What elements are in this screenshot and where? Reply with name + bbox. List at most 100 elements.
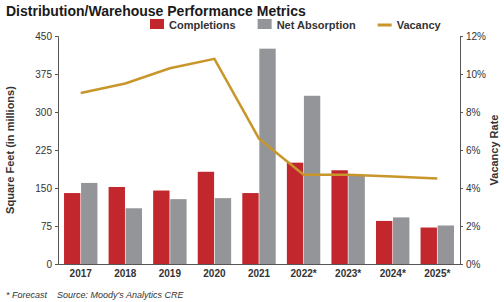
- tick-label: 2021: [248, 268, 271, 279]
- tick: 6%: [460, 145, 481, 156]
- bar: [242, 193, 258, 264]
- legend-item: Net Absorption: [258, 19, 356, 31]
- legend-swatch: [378, 24, 392, 27]
- bar: [287, 163, 303, 264]
- tick-mark: [460, 150, 463, 151]
- tick-label: 6%: [466, 145, 481, 156]
- tick-mark: [55, 36, 58, 37]
- source: Source: Moody's Analytics CRE: [57, 290, 184, 300]
- tick: 225: [35, 145, 58, 156]
- bar: [81, 183, 97, 264]
- tick: 12%: [460, 31, 486, 42]
- axis-line: [59, 264, 461, 265]
- tick: 2023*: [335, 264, 361, 279]
- y2-axis: 0% 2% 4% 6% 8% 10% 12%: [460, 31, 486, 270]
- tick-mark: [55, 264, 58, 265]
- legend-item: Vacancy: [378, 19, 442, 31]
- tick-label: 2018: [114, 268, 137, 279]
- tick: 450: [35, 31, 58, 42]
- tick: 2024*: [380, 264, 406, 279]
- tick: 2021: [248, 264, 271, 279]
- line: [81, 59, 438, 179]
- axis-line: [461, 37, 464, 265]
- footnote: * Forecast: [6, 290, 48, 300]
- x-axis: 2017 2018 2019 2020 2021 2022* 2023* 2024* 2025*: [59, 264, 461, 279]
- tick: 4%: [460, 183, 481, 194]
- tick: 0: [46, 259, 58, 270]
- title: Distribution/Warehouse Performance Metri…: [6, 3, 306, 19]
- chart: Distribution/Warehouse Performance Metri…: [0, 0, 504, 302]
- legend-label: Completions: [169, 19, 236, 31]
- tick-mark: [55, 226, 58, 227]
- y-axis-title: Square Feet (in millions): [4, 86, 16, 214]
- bar: [215, 198, 231, 264]
- bar: [348, 175, 364, 264]
- tick: 150: [35, 183, 58, 194]
- tick: 75: [41, 221, 58, 232]
- tick-label: 0: [46, 259, 52, 270]
- bar: [331, 170, 347, 264]
- tick-label: 300: [35, 107, 52, 118]
- tick-label: 375: [35, 69, 52, 80]
- bar: [126, 208, 142, 264]
- legend: Completions Net Absorption Vacancy: [150, 19, 442, 31]
- tick-label: 2019: [159, 268, 182, 279]
- tick: 375: [35, 69, 58, 80]
- bar: [153, 191, 169, 264]
- tick: 2019: [159, 264, 182, 279]
- tick-label: 150: [35, 183, 52, 194]
- tick-mark: [55, 188, 58, 189]
- tick-label: 2024*: [380, 268, 406, 279]
- tick-label: 0%: [466, 259, 481, 270]
- plot: 0751502253003754500%2%4%6%8%10%12%201720…: [35, 31, 486, 279]
- tick: 2%: [460, 221, 481, 232]
- tick-label: 450: [35, 31, 52, 42]
- tick-label: 2025*: [424, 268, 450, 279]
- tick-mark: [460, 226, 463, 227]
- tick: 0%: [460, 259, 481, 270]
- bar: [376, 221, 392, 264]
- legend-label: Vacancy: [397, 19, 442, 31]
- tick: 300: [35, 107, 58, 118]
- tick-mark: [460, 74, 463, 75]
- bar: [109, 187, 125, 264]
- tick-label: 2022*: [290, 268, 316, 279]
- legend-swatch: [150, 19, 164, 29]
- tick-label: 2%: [466, 221, 481, 232]
- tick: 2025*: [424, 264, 450, 279]
- marks: [64, 49, 454, 264]
- tick-mark: [460, 188, 463, 189]
- tick-mark: [55, 74, 58, 75]
- bar: [259, 49, 275, 264]
- tick-label: 4%: [466, 183, 481, 194]
- axis-line: [55, 37, 59, 265]
- tick-mark: [55, 150, 58, 151]
- tick-label: 8%: [466, 107, 481, 118]
- tick-label: 12%: [466, 31, 486, 42]
- bar: [438, 225, 454, 264]
- tick-label: 2023*: [335, 268, 361, 279]
- legend-swatch: [258, 19, 272, 29]
- tick: 2020: [203, 264, 226, 279]
- bar: [198, 172, 214, 264]
- bar: [170, 199, 186, 264]
- tick-label: 75: [41, 221, 53, 232]
- bar: [64, 193, 80, 264]
- y2-axis-title: Vacancy Rate: [488, 115, 500, 186]
- bar: [421, 228, 437, 264]
- bar: [393, 217, 409, 264]
- legend-item: Completions: [150, 19, 236, 31]
- bar: [304, 96, 320, 264]
- tick-label: 225: [35, 145, 52, 156]
- tick-mark: [55, 112, 58, 113]
- tick-label: 10%: [466, 69, 486, 80]
- tick: 2022*: [290, 264, 316, 279]
- tick-mark: [460, 112, 463, 113]
- tick: 8%: [460, 107, 481, 118]
- tick-mark: [460, 36, 463, 37]
- legend-label: Net Absorption: [277, 19, 356, 31]
- tick: 10%: [460, 69, 486, 80]
- tick-label: 2017: [70, 268, 93, 279]
- y-axis: 0 75 150 225 300 375 450: [35, 31, 58, 270]
- tick: 2018: [114, 264, 137, 279]
